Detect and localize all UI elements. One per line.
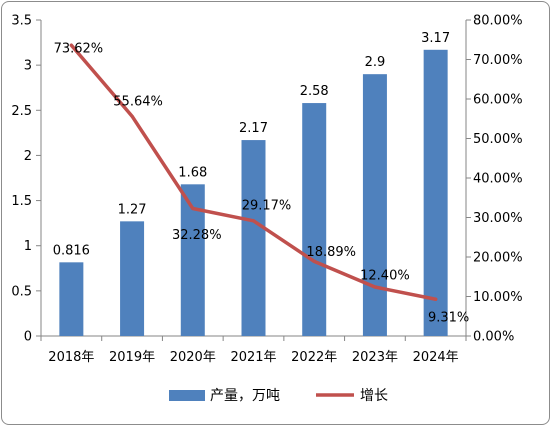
line-value-label: 12.40% [360,269,410,284]
y-left-tick-label: 2.5 [11,104,32,119]
bar-series [59,49,448,337]
bar-value-label: 1.68 [178,165,207,180]
x-tick-label: 2022年 [291,350,337,365]
bar [241,140,266,336]
line-value-label: 29.17% [242,198,292,213]
y-right-tick-label: 10.00% [473,290,523,305]
line-value-label: 9.31% [428,311,469,326]
bar-value-label: 3.17 [421,31,450,46]
y-right-tick-label: 60.00% [473,93,523,108]
line-point [434,297,438,301]
line-value-label: 32.28% [172,228,222,243]
line-point [373,285,377,289]
chart-axes: 0 0.5 1 1.5 2 2.5 3 3.5 0.00% 10.00% 20.00% 30.00% 4… [11,14,522,366]
y-right-tick-label: 20.00% [473,251,523,266]
line-series [69,43,438,301]
line-point [252,219,255,223]
legend-bar-label: 产量，万吨 [210,388,280,404]
bar-value-label: 1.27 [118,202,147,217]
x-tick-label: 2021年 [230,350,276,365]
legend-bar-swatch [169,390,205,401]
bar [302,103,327,336]
bar [120,221,145,336]
y-left-tick-label: 0 [24,330,32,345]
y-left-tick-label: 3.5 [11,14,32,29]
bar-value-label: 2.9 [365,55,386,70]
x-tick-label: 2018年 [48,350,94,365]
y-right-tick-label: 0.00% [473,330,514,345]
y-left-tick-label: 0.5 [11,284,32,299]
legend: 产量，万吨 增长 [169,388,388,404]
y-right-tick-label: 50.00% [473,132,523,147]
line-point [312,259,316,263]
bar-value-label: 2.17 [239,121,268,136]
y-left-tick-label: 1 [24,239,32,254]
y-right-tick-label: 40.00% [473,172,523,187]
bar-data-labels: 0.816 1.27 1.68 2.17 2.58 2.9 3.17 [53,31,450,259]
line-point [130,114,134,118]
line-value-label: 55.64% [113,95,163,110]
bar-value-label: 2.58 [300,84,329,99]
x-tick-label: 2023年 [352,350,398,365]
y-right-tick-label: 30.00% [473,211,523,226]
y-left-tick-label: 3 [24,59,32,74]
line-value-label: 73.62% [54,42,104,57]
line-value-label: 18.89% [306,245,356,260]
bar [423,49,448,337]
bar-value-label: 0.816 [53,243,90,258]
y-left-tick-label: 1.5 [11,194,32,209]
y-right-tick-label: 70.00% [473,53,523,68]
x-tick-label: 2024年 [413,350,459,365]
line-data-labels: 73.62% 55.64% 32.28% 29.17% 18.89% 12.40% 9.31… [54,42,470,326]
bar [59,262,84,336]
y-right-tick-label: 80.00% [473,14,523,29]
legend-line-label: 增长 [360,388,388,404]
x-tick-label: 2019年 [109,350,155,365]
line-point [191,206,195,210]
bar [362,74,387,337]
y-left-tick-label: 2 [24,149,32,164]
x-tick-label: 2020年 [170,350,216,365]
line-point [69,43,73,47]
